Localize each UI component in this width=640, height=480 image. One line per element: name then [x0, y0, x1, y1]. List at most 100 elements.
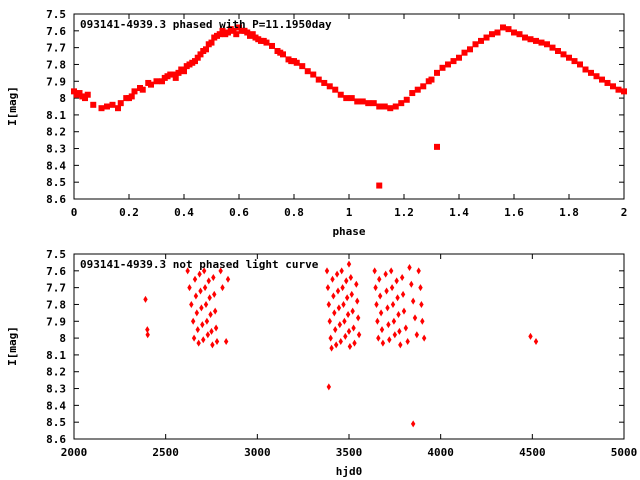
- unphased-y-tick-label: 8.1: [46, 349, 66, 362]
- phased-data-point: [533, 37, 539, 44]
- unphased-data-point: [343, 332, 348, 340]
- unphased-data-point: [205, 331, 211, 339]
- phased-data-point: [304, 68, 311, 75]
- unphased-data-point: [342, 317, 347, 325]
- unphased-x-tick-label: 4500: [519, 446, 546, 459]
- phased-data-point: [500, 24, 506, 31]
- phased-data-point: [610, 83, 616, 90]
- unphased-data-point: [410, 297, 416, 305]
- phased-data-point: [148, 81, 154, 88]
- unphased-data-point: [338, 337, 343, 345]
- phased-data-point: [104, 103, 110, 110]
- phased-data-point: [365, 100, 372, 107]
- phased-data-point: [428, 76, 435, 83]
- phased-data-point: [269, 42, 275, 49]
- unphased-data-point: [394, 277, 399, 285]
- phased-title: 093141-4939.3 phased with P=11.1950day: [80, 18, 332, 31]
- phased-y-tick-label: 8: [59, 92, 66, 105]
- phased-data-point: [84, 91, 91, 98]
- phased-data-point: [71, 88, 77, 95]
- phased-chart: 0 0.2 0.4 0.6 0.8 1 1.2 1.4 1.6 1.8 2 7.5 7.6 7.7 7.8…: [6, 8, 627, 238]
- phased-data-point: [90, 101, 97, 108]
- unphased-data-point: [185, 267, 190, 275]
- unphased-data-point: [348, 274, 354, 282]
- unphased-data-point: [333, 341, 339, 349]
- unphased-data-point: [204, 317, 210, 325]
- unphased-data-point: [199, 304, 204, 312]
- unphased-data-point: [380, 339, 386, 347]
- unphased-y-tick-label: 8: [59, 332, 66, 345]
- unphased-data-point: [337, 321, 343, 329]
- unphased-data-point: [379, 326, 385, 334]
- phased-x-tick-label: 1.2: [394, 206, 414, 219]
- unphased-y-tick-label: 8.6: [46, 433, 66, 446]
- unphased-data-point: [334, 270, 340, 278]
- phased-x-tick-label: 0.4: [174, 206, 194, 219]
- phased-data-point: [450, 58, 457, 65]
- phased-data-point: [170, 71, 176, 78]
- unphased-data-point: [399, 274, 405, 282]
- unphased-x-ticks: 2000 2500 3000 3500 4000 4500 5000: [61, 254, 637, 459]
- unphased-data-point: [212, 290, 217, 298]
- phased-data-point: [203, 46, 209, 53]
- phased-y-tick-label: 7.5: [46, 8, 66, 21]
- unphased-y-tick-label: 7.8: [46, 298, 66, 311]
- unphased-data-point: [190, 317, 196, 325]
- phased-x-ticks: 0 0.2 0.4 0.6 0.8 1 1.2 1.4 1.6 1.8 2: [71, 14, 628, 219]
- unphased-data-point: [378, 309, 384, 317]
- unphased-data-point: [336, 304, 342, 312]
- unphased-data-point: [385, 304, 390, 312]
- phased-x-tick-label: 2: [621, 206, 628, 219]
- phased-x-tick-label: 0.8: [284, 206, 304, 219]
- phased-data-point: [387, 105, 394, 112]
- phased-data-point: [225, 29, 231, 36]
- phased-data-point: [461, 49, 468, 56]
- unphased-y-tick-label: 7.9: [46, 315, 66, 328]
- phased-data-point: [337, 91, 344, 98]
- phased-data-point: [409, 90, 416, 97]
- phased-data-point: [522, 34, 528, 41]
- phased-data-point: [299, 63, 306, 70]
- phased-data-point: [472, 41, 479, 48]
- unphased-data-point: [350, 307, 355, 315]
- unphased-data-point: [324, 267, 330, 275]
- unphased-data-point: [397, 327, 402, 335]
- unphased-x-label: hjd0: [336, 465, 363, 478]
- phased-data-point: [128, 93, 135, 100]
- phased-data-point: [403, 96, 410, 103]
- unphased-data-point: [191, 334, 197, 342]
- phased-data-point: [560, 51, 567, 58]
- unphased-data-point: [220, 284, 225, 292]
- phased-data-point: [348, 95, 355, 102]
- unphased-data-point: [387, 336, 392, 344]
- unphased-data-point: [213, 324, 219, 332]
- unphased-data-point: [416, 267, 421, 275]
- phased-data-point: [159, 78, 165, 85]
- phased-x-tick-label: 0.2: [119, 206, 139, 219]
- phased-data-point: [172, 74, 179, 81]
- unphased-y-tick-label: 8.3: [46, 383, 66, 396]
- phased-y-tick-label: 8.2: [46, 126, 66, 139]
- phased-points: [71, 24, 627, 189]
- unphased-data-point: [386, 321, 391, 329]
- unphased-data-point: [356, 331, 362, 339]
- unphased-data-point: [389, 284, 395, 292]
- unphased-y-label: I[mag]: [6, 326, 19, 366]
- phased-data-point: [236, 24, 242, 31]
- phased-data-point: [544, 41, 550, 48]
- phased-data-point: [445, 61, 451, 68]
- phased-x-tick-label: 1.4: [449, 206, 469, 219]
- unphased-data-point: [349, 290, 354, 298]
- unphased-data-point: [332, 309, 337, 317]
- unphased-data-point: [403, 324, 409, 332]
- unphased-data-point: [203, 300, 209, 308]
- phased-data-point: [511, 29, 517, 36]
- unphased-data-point: [198, 287, 203, 295]
- phased-data-point: [208, 39, 215, 46]
- unphased-y-tick-label: 8.5: [46, 416, 66, 429]
- unphased-data-point: [328, 334, 333, 342]
- phased-data-point: [489, 31, 495, 38]
- phased-x-label: phase: [332, 225, 365, 238]
